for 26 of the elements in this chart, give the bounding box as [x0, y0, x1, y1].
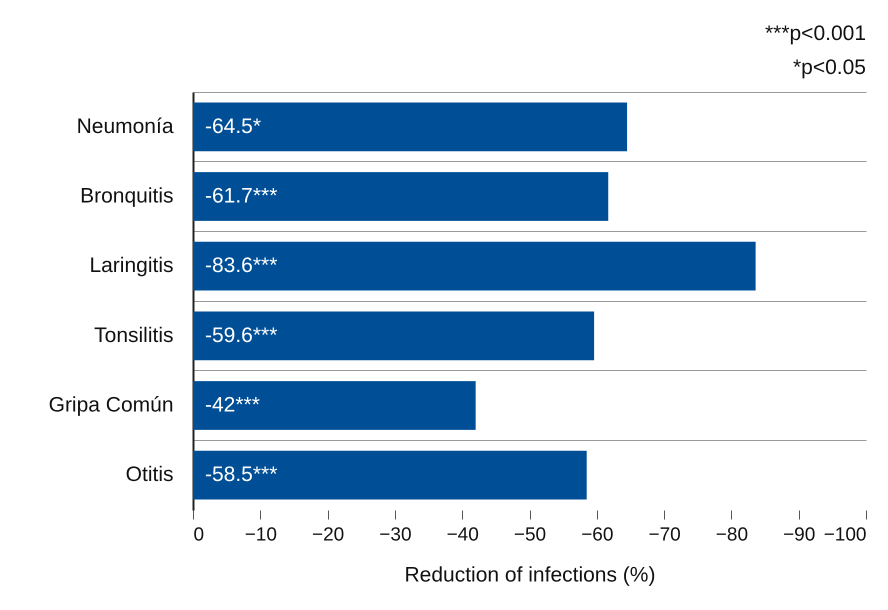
x-tick-label: −50 [514, 524, 546, 546]
y-tick-label: Otitis [126, 463, 174, 486]
text: ***p<0.001 [764, 22, 866, 45]
x-tick-label: 0 [194, 524, 204, 546]
data-label: -83.6*** [205, 254, 278, 278]
x-tick-label: −10 [244, 524, 277, 546]
data-label: -58.5*** [205, 463, 278, 486]
x-tick-label: −40 [446, 524, 479, 546]
x-tick-label: −80 [716, 524, 748, 546]
x-tick-label: −100 [824, 524, 866, 546]
y-tick-label: Bronquitis [80, 184, 174, 208]
y-tick-label: Tonsilitis [94, 324, 174, 347]
y-tick-label: Laringitis [89, 254, 174, 278]
data-label: -64.5* [205, 114, 262, 138]
x-tick-label: −30 [379, 524, 412, 546]
x-tick-label: −90 [783, 524, 816, 546]
x-tick-label: −60 [581, 524, 614, 546]
y-tick-label: Gripa Común [48, 394, 174, 416]
data-label: -59.6*** [205, 324, 278, 347]
data-label: -42*** [205, 394, 260, 416]
x-axis-title: Reduction of infections (%) [404, 564, 656, 586]
x-tick-label: −70 [648, 524, 681, 546]
y-tick-label: Neumonía [76, 114, 174, 138]
text: *p<0.05 [793, 56, 866, 79]
x-tick-label: −20 [312, 524, 344, 546]
data-label: -61.7*** [205, 184, 278, 208]
